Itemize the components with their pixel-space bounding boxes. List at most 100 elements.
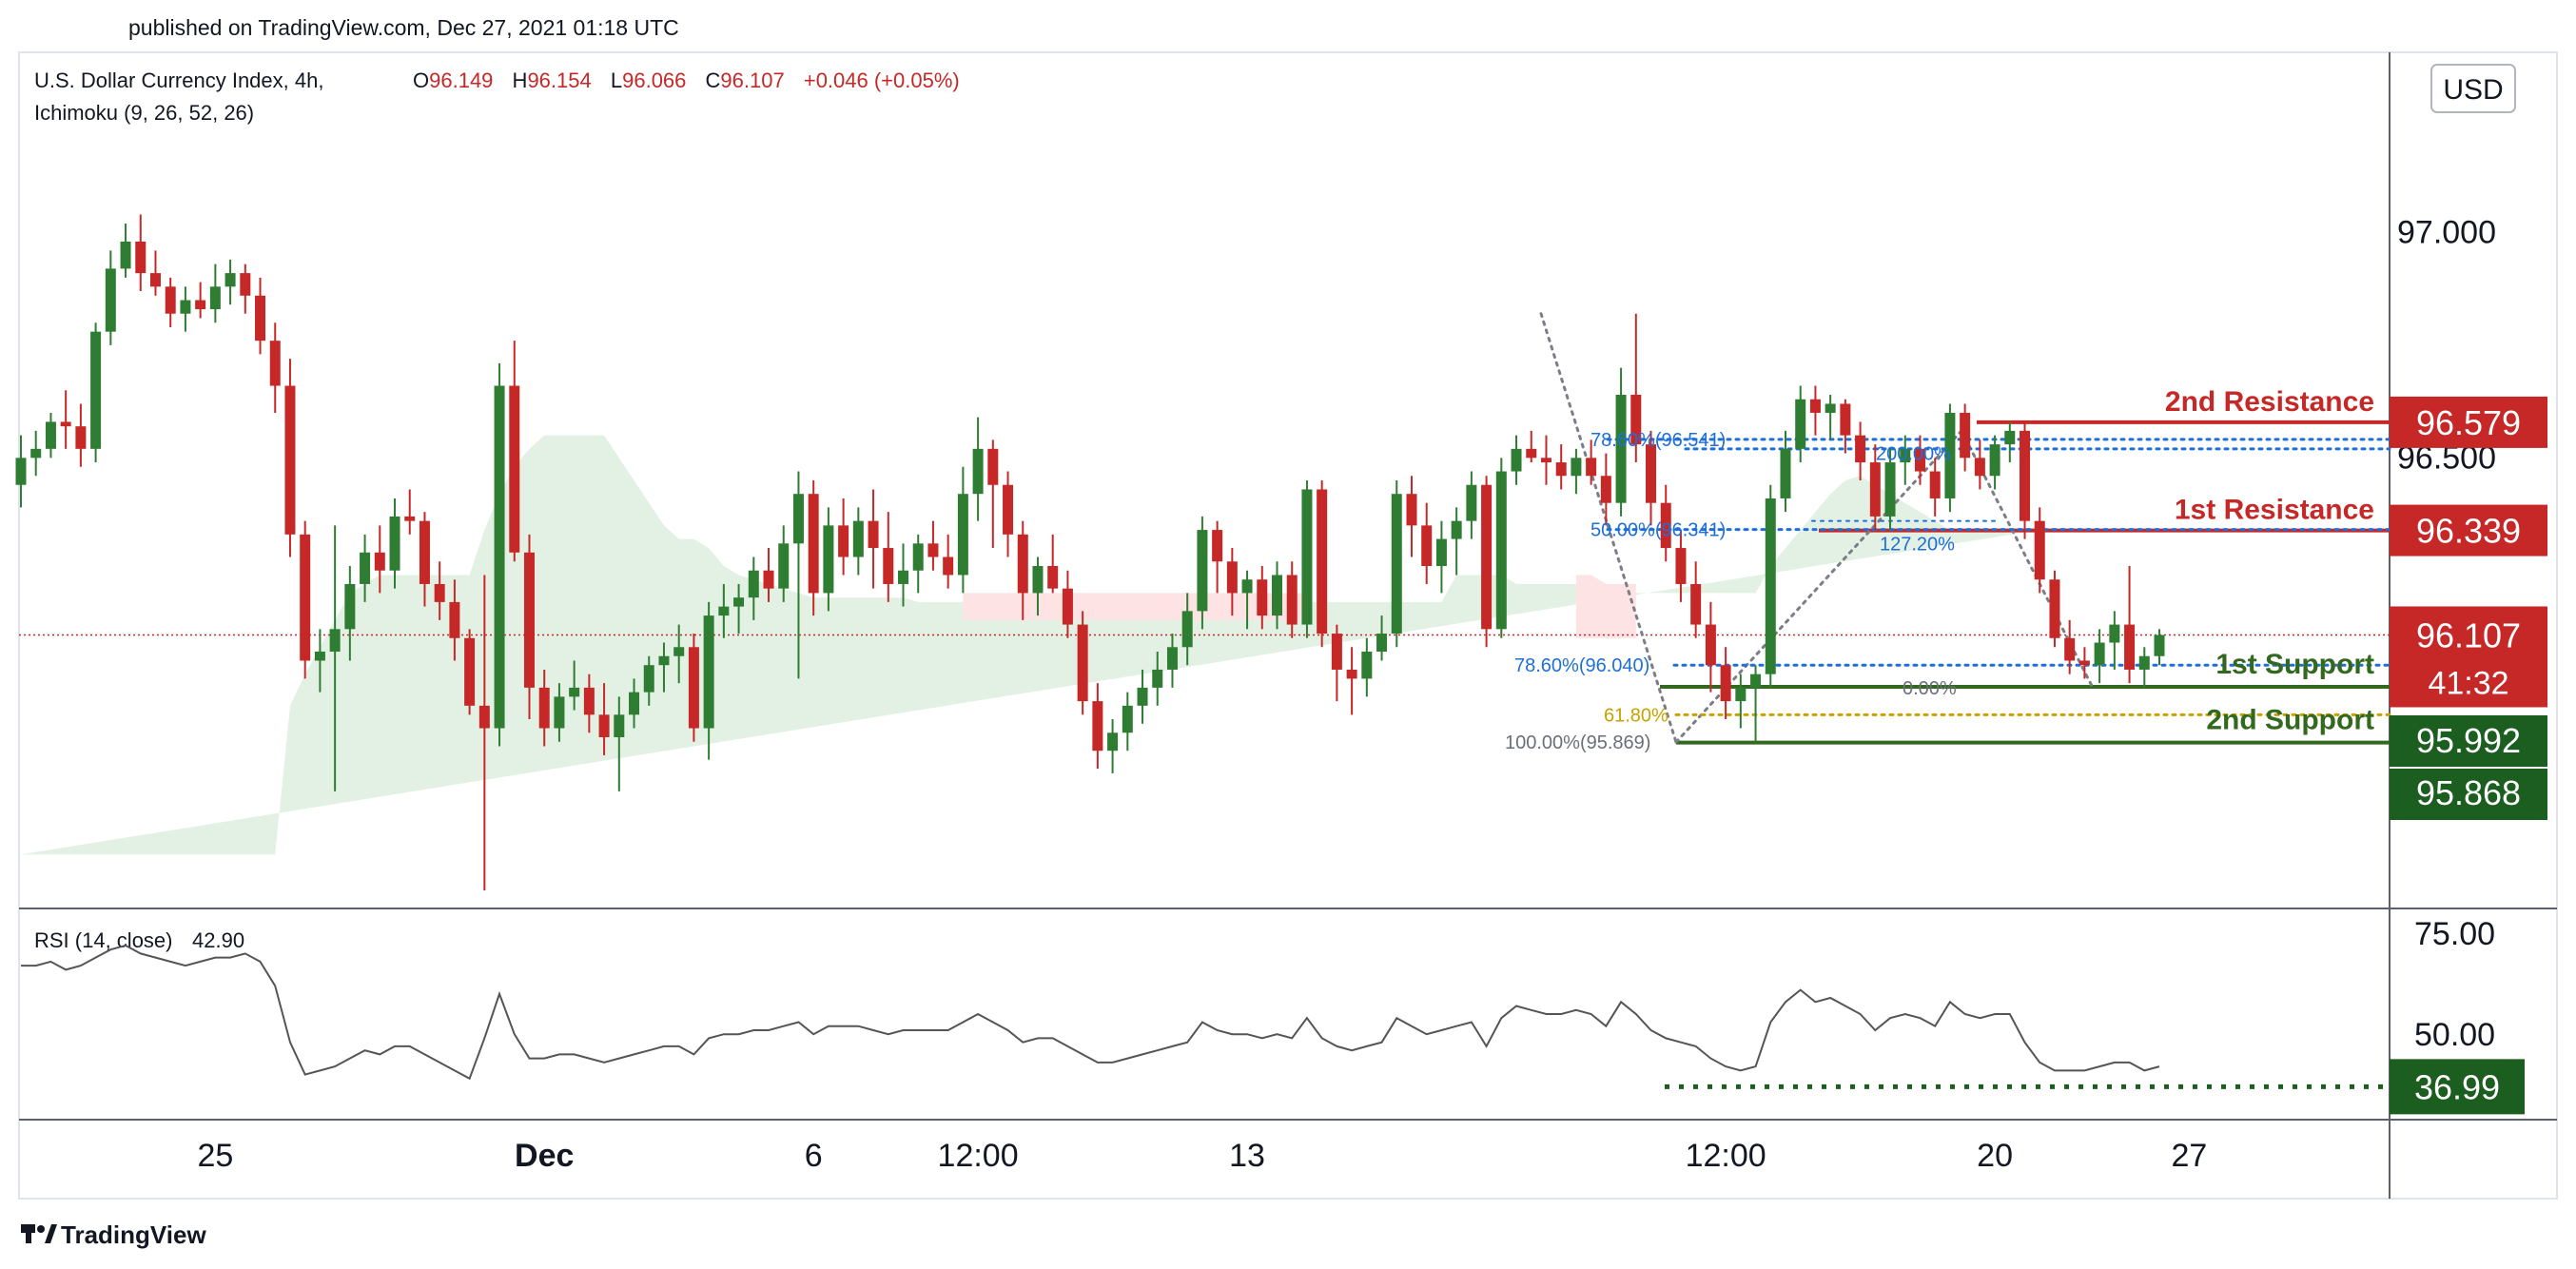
fib-label: 78.60%(96.040) [1514, 655, 1649, 676]
ichimoku-cloud [21, 435, 2040, 855]
candle [374, 525, 385, 594]
fib-label: 200.00% [1876, 444, 1951, 465]
candle [1720, 647, 1731, 720]
cloud-bear-area [963, 593, 1307, 620]
candle [2020, 421, 2031, 539]
candle [733, 583, 745, 634]
candle [1435, 520, 1447, 594]
candle [135, 214, 146, 292]
candle [778, 525, 790, 602]
footer-brand: TradingView [61, 1220, 206, 1249]
time-tick: 12:00 [938, 1138, 1019, 1174]
candle [703, 601, 714, 760]
candle [45, 412, 56, 459]
candle [583, 674, 595, 733]
candle [838, 498, 849, 576]
legend-open: 96.149 [429, 68, 493, 92]
candle [434, 561, 445, 620]
candle [360, 534, 371, 602]
rsi-tick: 50.00 [2414, 1017, 2495, 1053]
candle [1092, 683, 1103, 770]
candle [1003, 471, 1014, 557]
candle [1495, 458, 1507, 638]
candle [1122, 692, 1133, 752]
candle [1317, 480, 1328, 648]
candle [1809, 385, 1821, 436]
candle [629, 678, 640, 729]
candle [1586, 439, 1597, 485]
legend-low: 96.066 [622, 68, 686, 92]
candle [1630, 313, 1642, 463]
candle [823, 507, 834, 612]
candle [1765, 484, 1776, 688]
candle [1989, 435, 2000, 490]
candle [1660, 484, 1671, 562]
candle [927, 520, 939, 571]
candle [1047, 534, 1059, 594]
level-name: 1st Resistance [2175, 495, 2374, 526]
legend-symbol: U.S. Dollar Currency Index, 4h, [34, 68, 323, 92]
candle [1301, 480, 1313, 638]
fib-labels: 78.60%(96.541) 50.00%(96.341) 78.60%(96.04… [1505, 430, 1957, 753]
time-tick: 6 [805, 1138, 823, 1174]
rsi-tick: 75.00 [2414, 916, 2495, 952]
candle [2109, 611, 2120, 670]
cloud-bear-area [1575, 575, 1636, 638]
candle [1376, 615, 1388, 661]
candle [329, 525, 341, 791]
rsi-line [21, 944, 2160, 1081]
candle [808, 480, 819, 616]
candle [1600, 453, 1611, 526]
candle [1914, 435, 1925, 485]
svg-text:36.99: 36.99 [2414, 1067, 2500, 1106]
tradingview-logo-icon[interactable] [21, 1224, 57, 1243]
legend-high: 96.154 [527, 68, 591, 92]
candle [1137, 669, 1148, 724]
candle [1884, 448, 1896, 531]
candle [1735, 674, 1747, 729]
candle [60, 390, 71, 449]
candle [1646, 430, 1657, 526]
candle [464, 629, 476, 715]
candle [2004, 421, 2016, 463]
candle [2049, 570, 2060, 648]
candle [673, 624, 685, 684]
svg-text:96.339: 96.339 [2416, 512, 2521, 551]
candle [478, 575, 490, 891]
time-tick: 27 [2172, 1138, 2208, 1174]
candle [30, 430, 42, 477]
time-tick: 13 [1229, 1138, 1265, 1174]
candle [987, 439, 999, 549]
svg-text:96.107: 96.107 [2416, 615, 2521, 654]
candle [1869, 444, 1881, 531]
candle [1107, 719, 1119, 773]
candle [1900, 435, 1911, 485]
fib-line [1539, 312, 1678, 744]
candle [1017, 520, 1028, 620]
candle [509, 341, 520, 562]
level-names: 2nd Resistance 1st Resistance 1st Support 2… [2165, 386, 2374, 736]
candle [957, 466, 968, 594]
time-tick: 20 [1977, 1138, 2013, 1174]
candle [1421, 502, 1433, 584]
candle [1526, 430, 1537, 463]
candle [269, 322, 281, 413]
candle [1361, 637, 1373, 697]
candle [748, 556, 759, 620]
candle [1181, 593, 1193, 666]
legend-ohlc: O96.149 H96.154 L96.066 C96.107 +0.046 (… [413, 68, 960, 92]
candles [15, 214, 2165, 891]
currency-button[interactable] [2430, 64, 2516, 113]
candle [598, 683, 610, 755]
candle [1780, 430, 1791, 513]
candle [1272, 561, 1283, 630]
candle [852, 507, 864, 576]
candle [1346, 647, 1357, 715]
candle [614, 696, 625, 791]
time-tick: 12:00 [1686, 1138, 1766, 1174]
candle [1451, 507, 1462, 576]
candle [1152, 652, 1163, 706]
time-tick: Dec [515, 1138, 574, 1174]
candle [538, 669, 550, 747]
rsi-pane: RSI (14, close) 42.90 75.00 50.00 36.99 [21, 916, 2525, 1115]
